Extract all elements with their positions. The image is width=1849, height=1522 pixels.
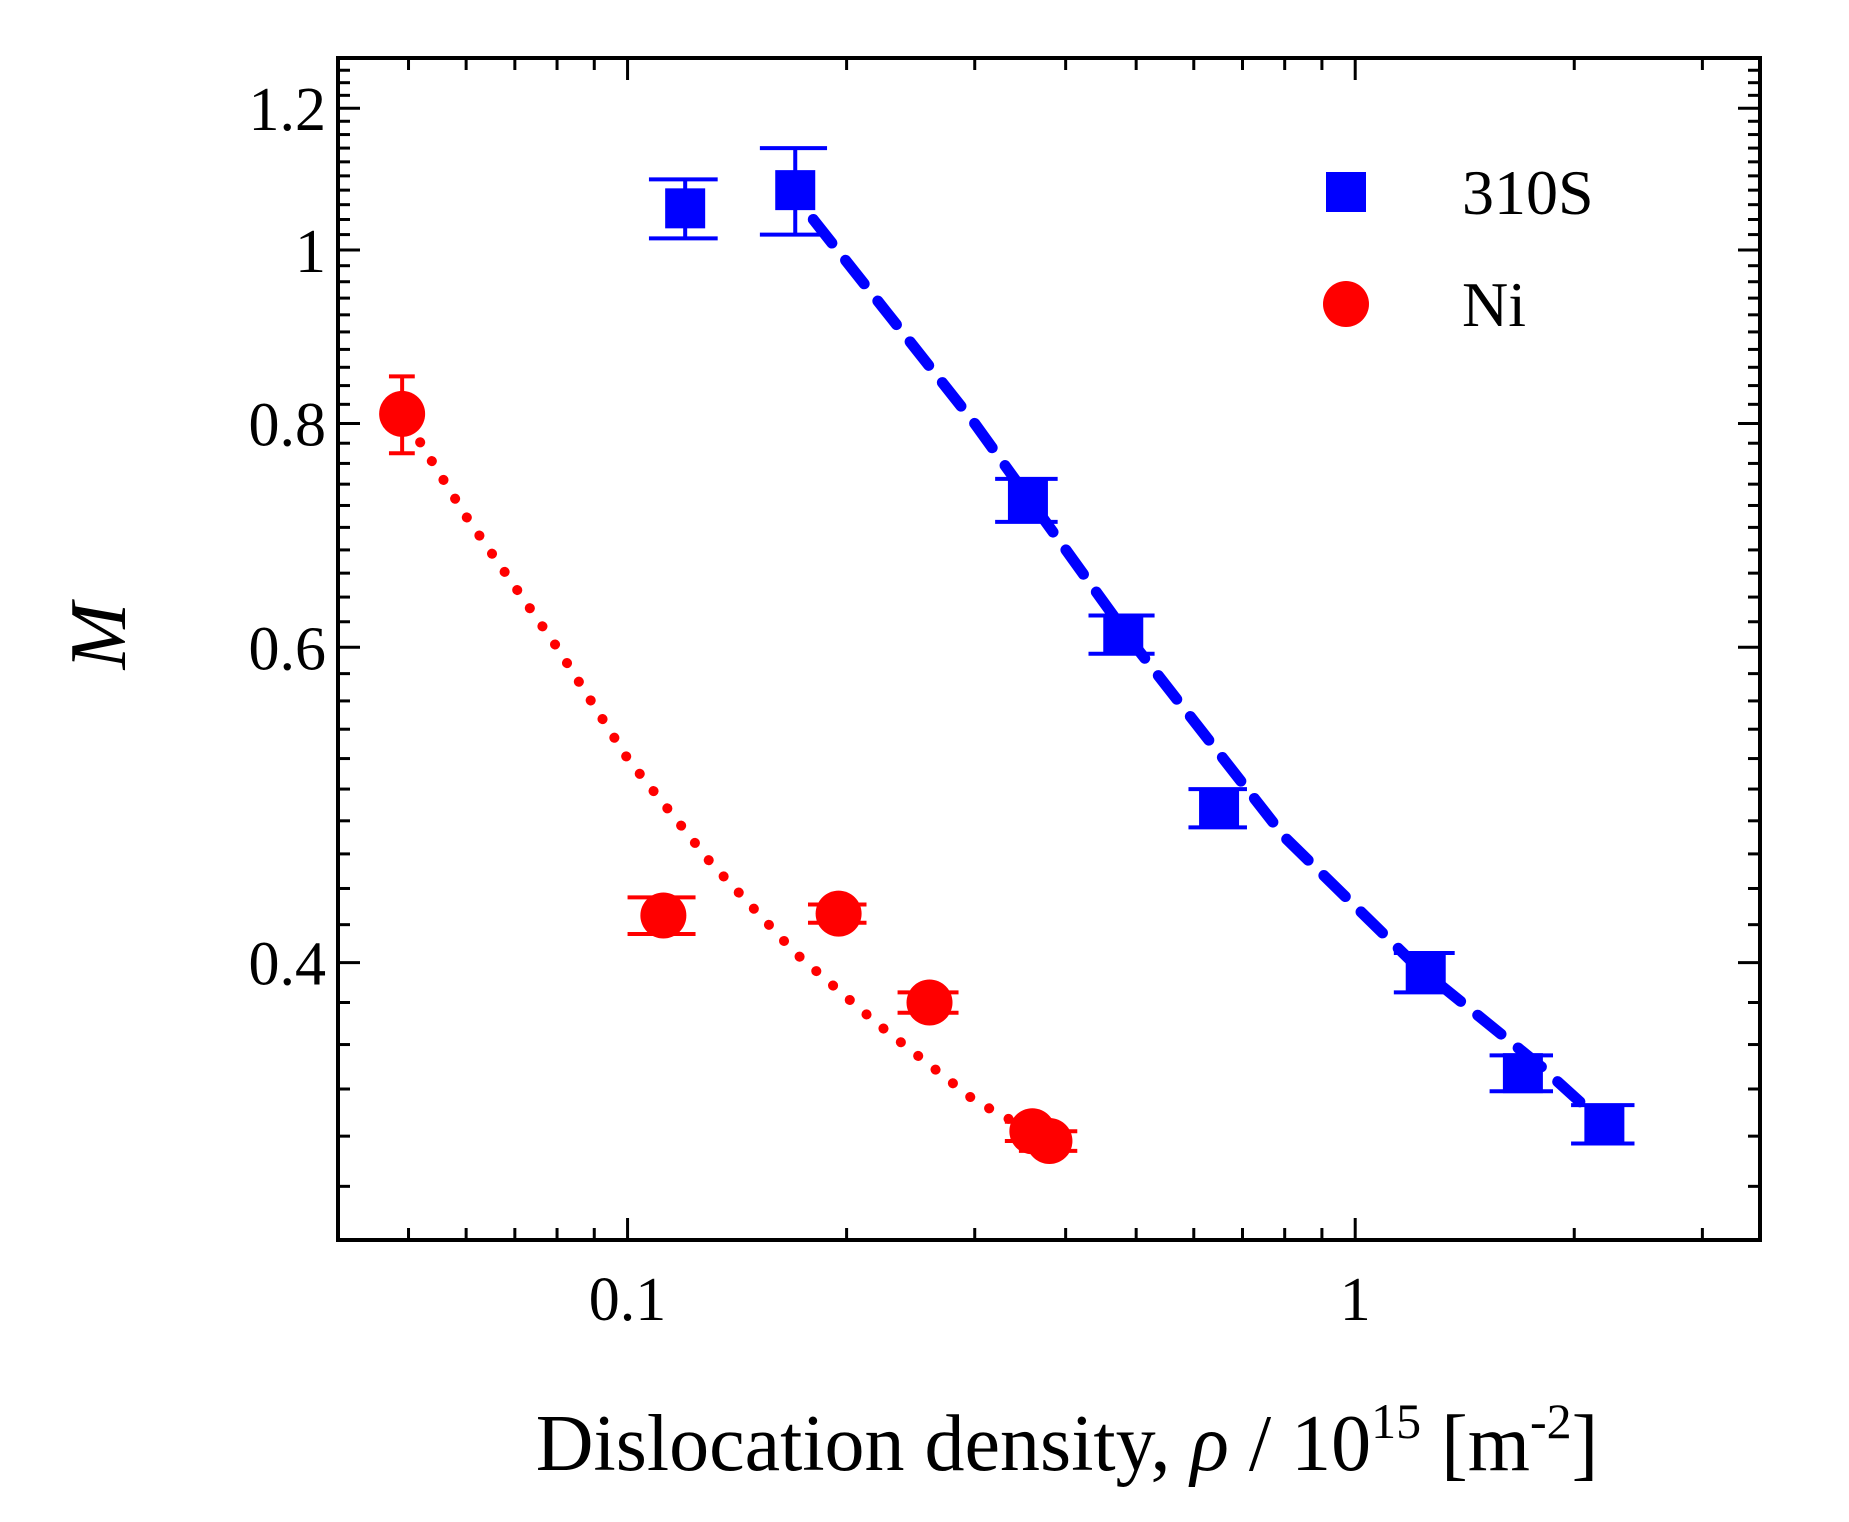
plot-frame: [336, 56, 1762, 1242]
data-point-ni: [897, 979, 959, 1026]
marker-circle: [906, 979, 953, 1026]
legend-label: 310S: [1462, 157, 1594, 228]
legend-entry-310s: 310S: [1326, 157, 1594, 228]
y-tick-label: 0.8: [249, 392, 327, 460]
marker-circle: [640, 892, 687, 939]
legend: 310S Ni: [1323, 157, 1594, 340]
marker-square: [775, 170, 816, 211]
marker-circle: [1026, 1118, 1073, 1165]
y-tick-label: 1: [295, 218, 326, 286]
marker-circle: [379, 390, 426, 437]
marker-square: [1502, 1053, 1543, 1094]
data-point-310s: [1489, 1053, 1554, 1094]
marker-square: [665, 188, 706, 229]
marker-square: [1199, 787, 1240, 828]
data-point-ni: [807, 890, 867, 937]
x-axis-title: Dislocation density, ρ / 1015 [m-2]: [536, 1393, 1599, 1488]
legend-label: Ni: [1462, 269, 1526, 340]
y-axis-title: M: [55, 598, 143, 670]
marker-square: [1584, 1104, 1625, 1145]
legend-marker-square: [1326, 172, 1366, 212]
data-point-ni: [627, 892, 696, 939]
data-point-310s: [1393, 950, 1455, 995]
marker-square: [1103, 614, 1144, 655]
data-point-310s: [648, 177, 718, 241]
plot-layer: [379, 146, 1635, 1165]
data-point-ni: [1018, 1118, 1078, 1165]
data-point-310s: [995, 476, 1058, 524]
data-point-310s: [759, 146, 828, 237]
axes-layer: 0.1 1 0.4 0.6 0.8 1 1.2: [249, 56, 1762, 1334]
x-tick-label: 0.1: [589, 1266, 667, 1334]
axis-labels: Dislocation density, ρ / 1015 [m-2] M: [55, 598, 1598, 1488]
x-tick-label: 1: [1340, 1266, 1371, 1334]
y-tick-label: 1.2: [249, 76, 327, 144]
data-point-310s: [1571, 1103, 1635, 1146]
y-tick-label: 0.6: [249, 615, 327, 683]
marker-circle: [815, 890, 862, 937]
legend-entry-ni: Ni: [1323, 269, 1526, 340]
data-point-310s: [1088, 613, 1155, 656]
y-tick-label: 0.4: [249, 931, 327, 999]
fit-line-ni: [403, 418, 1055, 1146]
legend-marker-circle: [1323, 281, 1369, 327]
marker-square: [1007, 480, 1048, 521]
marker-square: [1405, 952, 1446, 993]
data-point-310s: [1188, 787, 1247, 830]
data-point-ni: [379, 374, 426, 456]
